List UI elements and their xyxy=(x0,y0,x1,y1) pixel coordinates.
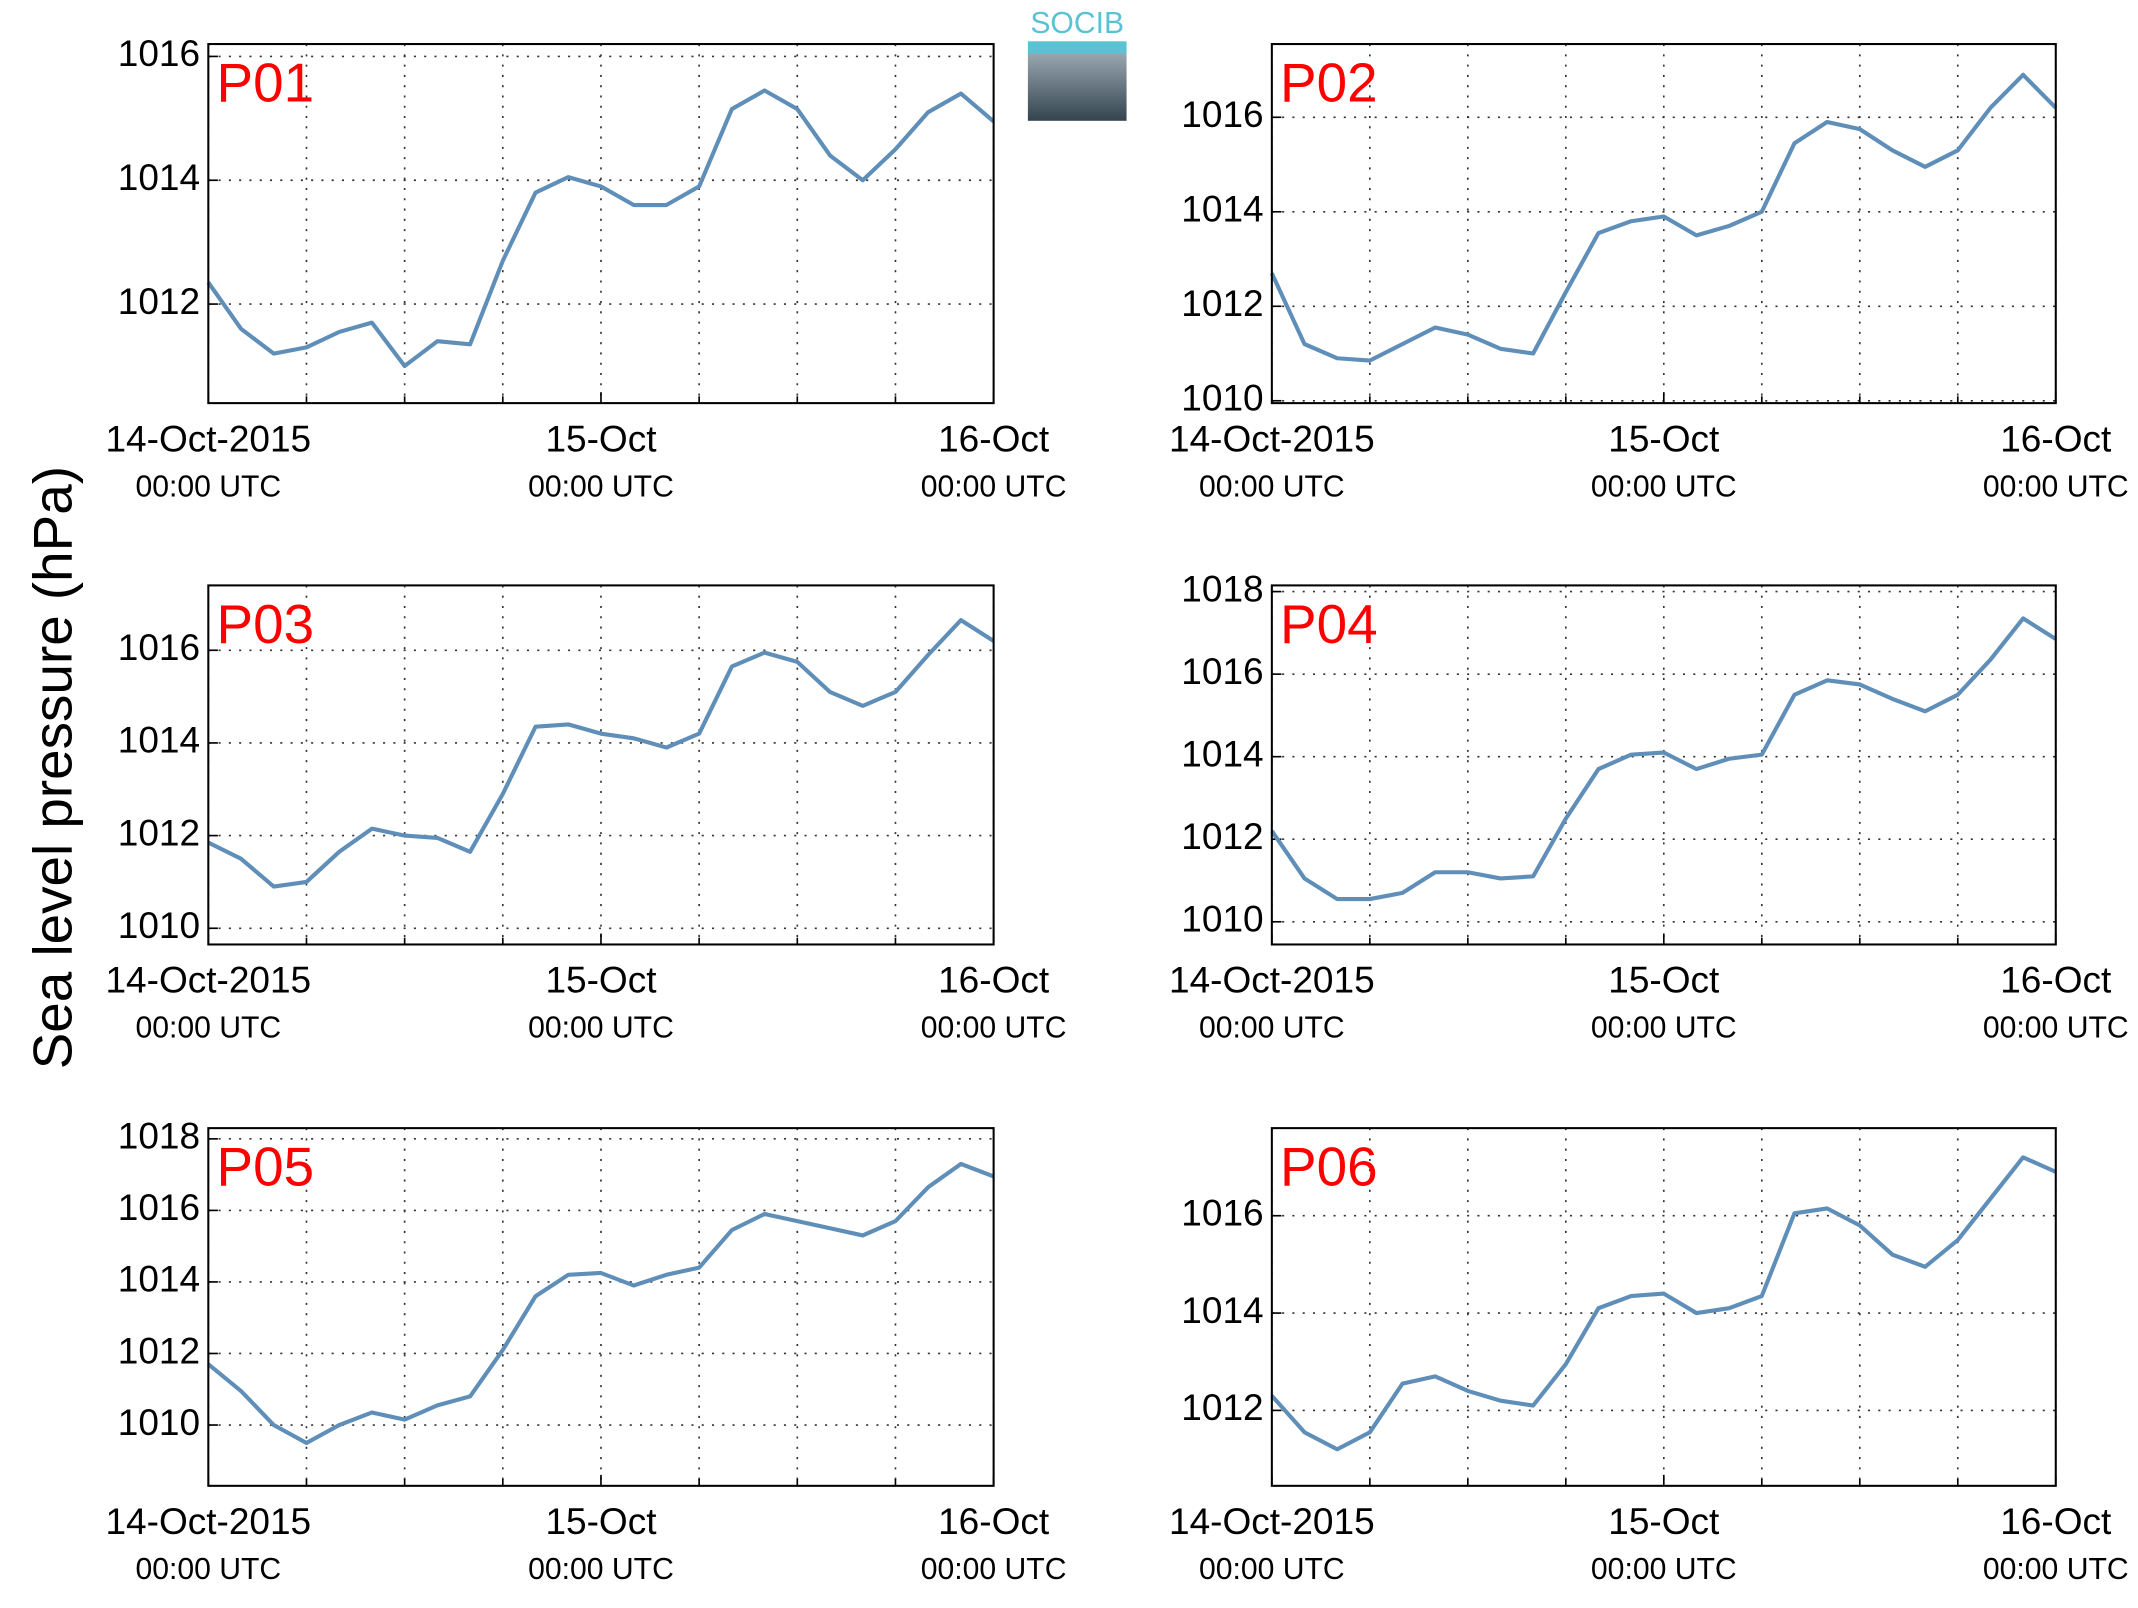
panel-label: P01 xyxy=(217,52,315,114)
y-tick-label: 1016 xyxy=(1181,94,1263,135)
y-tick-label: 1016 xyxy=(1181,651,1263,692)
y-tick-label: 1012 xyxy=(118,812,200,853)
y-tick-label: 1014 xyxy=(118,1259,200,1300)
axes-frame xyxy=(1270,1127,2057,1487)
y-tick-label: 1016 xyxy=(118,33,200,74)
x-tick-sublabel: 00:00 UTC xyxy=(1591,1553,1737,1586)
logo: SOCIB xyxy=(1027,7,1127,121)
y-tick-label: 1012 xyxy=(1181,816,1263,857)
y-tick-label: 1014 xyxy=(1181,733,1263,774)
axes-frame xyxy=(207,584,995,946)
y-tick-label: 1016 xyxy=(118,627,200,668)
x-tick-label: 15-Oct xyxy=(1608,960,1720,1001)
x-tick-label: 15-Oct xyxy=(545,418,657,459)
series-line xyxy=(1269,72,2058,363)
x-tick-label: 15-Oct xyxy=(545,1501,657,1542)
y-tick-label: 1014 xyxy=(118,720,200,761)
logo-band xyxy=(1027,41,1127,54)
series-line xyxy=(207,1161,995,1445)
series-line xyxy=(1270,616,2057,902)
y-tick-label: 1012 xyxy=(118,1330,200,1371)
series-line xyxy=(206,88,995,369)
x-tick-sublabel: 00:00 UTC xyxy=(1983,1012,2129,1045)
x-tick-label: 16-Oct xyxy=(2000,960,2112,1001)
y-tick-label: 1014 xyxy=(1181,1290,1263,1331)
x-tick-sublabel: 00:00 UTC xyxy=(135,1553,281,1586)
x-tick-sublabel: 00:00 UTC xyxy=(921,1553,1067,1586)
plot-area xyxy=(208,44,994,404)
y-tick-label: 1014 xyxy=(1181,189,1263,230)
x-tick-sublabel: 00:00 UTC xyxy=(1983,1553,2129,1586)
x-tick-sublabel: 00:00 UTC xyxy=(528,1553,674,1586)
x-tick-sublabel: 00:00 UTC xyxy=(528,470,674,503)
plot-area xyxy=(1271,585,2056,945)
x-tick-label: 16-Oct xyxy=(938,1501,1050,1542)
y-tick-label: 1010 xyxy=(1181,378,1263,419)
x-tick-label: 16-Oct xyxy=(938,960,1050,1001)
y-tick-label: 1012 xyxy=(1181,1387,1263,1428)
x-tick-label: 15-Oct xyxy=(1608,418,1720,459)
x-tick-sublabel: 00:00 UTC xyxy=(1199,1012,1345,1045)
x-tick-label: 16-Oct xyxy=(938,418,1050,459)
x-tick-sublabel: 00:00 UTC xyxy=(921,1012,1067,1045)
axes-frame xyxy=(1270,584,2057,946)
logo-block xyxy=(1027,52,1127,121)
panel-label: P05 xyxy=(217,1136,315,1198)
x-tick-label: 14-Oct-2015 xyxy=(1169,1501,1375,1542)
x-tick-label: 16-Oct xyxy=(2000,1501,2112,1542)
x-tick-label: 14-Oct-2015 xyxy=(105,418,311,459)
y-tick-label: 1010 xyxy=(1181,899,1263,940)
y-tick-label: 1012 xyxy=(1181,283,1263,324)
series-line xyxy=(1270,1155,2057,1452)
y-tick-label: 1016 xyxy=(118,1187,200,1228)
plot-area xyxy=(1271,1128,2056,1486)
axes-frame xyxy=(207,43,995,405)
x-tick-sublabel: 00:00 UTC xyxy=(1199,1553,1345,1586)
axes-frame xyxy=(1270,43,2057,405)
x-tick-label: 16-Oct xyxy=(2000,418,2112,459)
axes-frame xyxy=(207,1127,995,1487)
x-tick-label: 14-Oct-2015 xyxy=(105,1501,311,1542)
panel-label: P02 xyxy=(1280,52,1378,114)
subplot: 1010 1012 1014 1016 14-Oct-2015 00:00 UTC 15-O… xyxy=(1169,43,2129,503)
x-tick-label: 14-Oct-2015 xyxy=(1169,418,1375,459)
panel-label: P03 xyxy=(217,593,315,655)
x-tick-label: 14-Oct-2015 xyxy=(1169,960,1375,1001)
y-tick-label: 1010 xyxy=(118,905,200,946)
y-axis-label: Sea level pressure (hPa) xyxy=(21,466,83,1069)
panel-label: P04 xyxy=(1280,593,1378,655)
subplot: 1010 1012 1014 1016 1018 14-Oct-2015 00:00 UTC… xyxy=(105,1116,1066,1586)
y-tick-label: 1010 xyxy=(118,1402,200,1443)
y-tick-label: 1018 xyxy=(118,1116,200,1157)
x-tick-sublabel: 00:00 UTC xyxy=(528,1012,674,1045)
x-tick-sublabel: 00:00 UTC xyxy=(1983,470,2129,503)
logo-text: SOCIB xyxy=(1030,7,1124,40)
series-line xyxy=(207,618,995,889)
y-tick-label: 1012 xyxy=(118,281,200,322)
x-tick-sublabel: 00:00 UTC xyxy=(135,470,281,503)
subplot: 1010 1012 1014 1016 1018 14-Oct-2015 00:00 UTC… xyxy=(1169,568,2129,1044)
x-tick-sublabel: 00:00 UTC xyxy=(1199,470,1345,503)
x-tick-label: 15-Oct xyxy=(545,960,657,1001)
subplot: 1010 1012 1014 1016 14-Oct-2015 00:00 UTC 15-O… xyxy=(105,584,1067,1045)
x-tick-label: 15-Oct xyxy=(1608,1501,1720,1542)
plot-area xyxy=(208,585,994,945)
panel-label: P06 xyxy=(1280,1136,1378,1198)
subplot: 1012 1014 1016 14-Oct-2015 00:00 UTC 15-Oct 00… xyxy=(1169,1127,2129,1586)
x-tick-label: 14-Oct-2015 xyxy=(105,960,311,1001)
x-tick-sublabel: 00:00 UTC xyxy=(921,470,1067,503)
y-tick-label: 1016 xyxy=(1181,1193,1263,1234)
x-tick-sublabel: 00:00 UTC xyxy=(135,1012,281,1045)
y-tick-label: 1018 xyxy=(1181,568,1263,609)
x-tick-sublabel: 00:00 UTC xyxy=(1591,1012,1737,1045)
y-tick-label: 1014 xyxy=(118,157,200,198)
subplot: 1012 1014 1016 14-Oct-2015 00:00 UTC 15-Oct 00… xyxy=(105,33,1066,503)
x-tick-sublabel: 00:00 UTC xyxy=(1591,470,1737,503)
